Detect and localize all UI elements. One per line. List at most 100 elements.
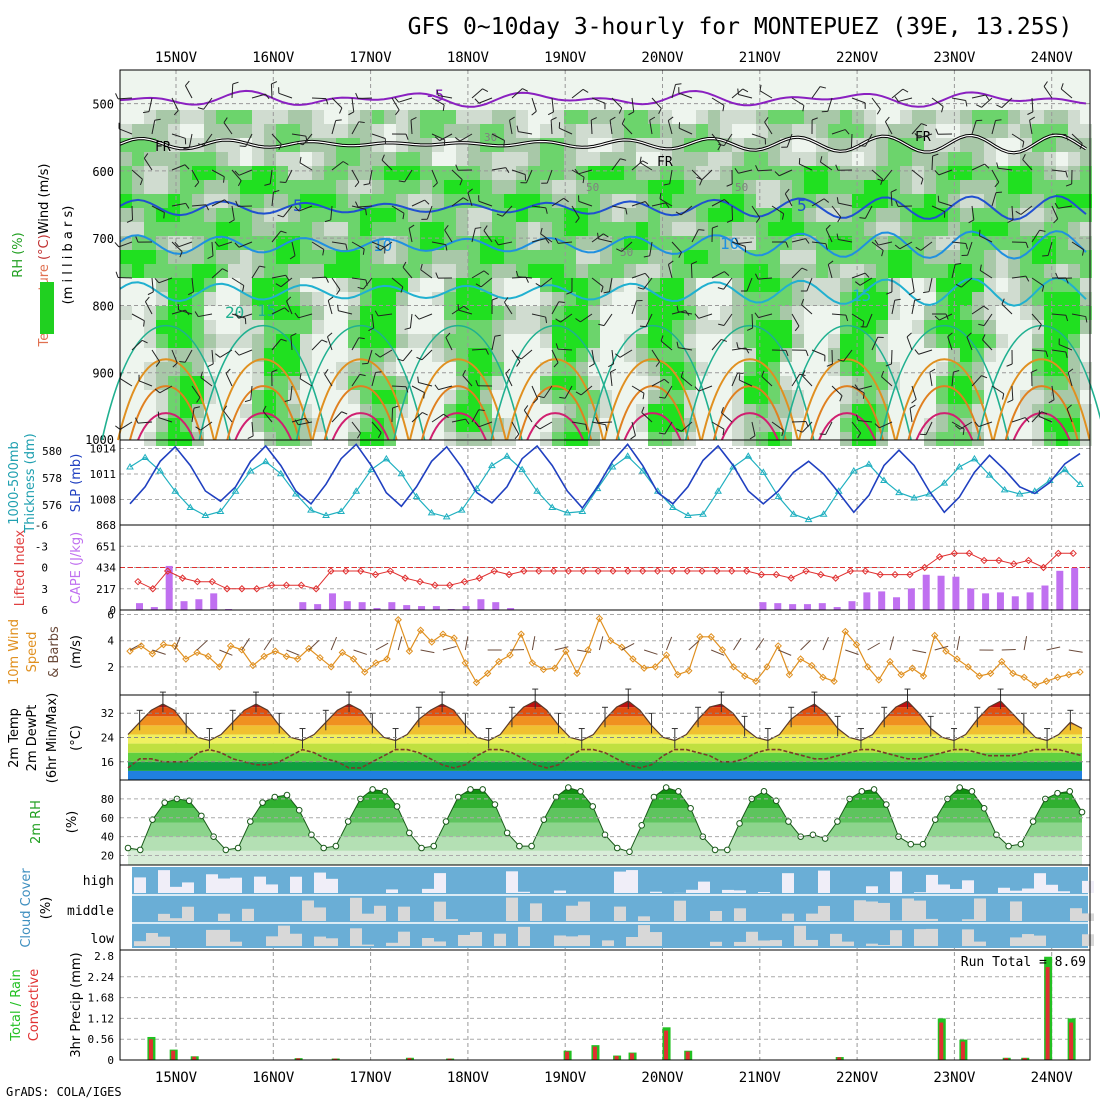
date-label-bottom: 22NOV xyxy=(836,1070,879,1086)
rh-cell xyxy=(372,264,384,278)
rh-cell xyxy=(576,222,588,236)
rh-cell xyxy=(864,152,876,166)
rh-cell xyxy=(648,390,660,404)
wind-speed-point xyxy=(774,642,782,650)
temp-axis-label-3: (6hr Min/Max) xyxy=(45,693,60,783)
wind-barb-flag xyxy=(962,428,965,436)
cloud-axis-label: Cloud Cover xyxy=(19,868,34,948)
wind-speed-point xyxy=(394,616,402,624)
wind-speed-point xyxy=(282,652,291,661)
wind-barb-flag xyxy=(377,432,382,439)
date-label-top: 21NOV xyxy=(739,50,782,66)
wind-barb xyxy=(1038,415,1053,423)
rh-cell xyxy=(480,166,492,180)
rh-cell xyxy=(540,152,552,166)
wind-barb xyxy=(118,128,133,135)
rh-cell xyxy=(360,432,372,446)
wind-barb xyxy=(1011,205,1014,221)
rh-cell xyxy=(972,292,984,306)
rh-cell xyxy=(180,278,192,292)
wind-barb-flag xyxy=(467,188,473,194)
rh-cell xyxy=(348,222,360,236)
rh-cell xyxy=(504,432,516,446)
rh-cell xyxy=(660,334,672,348)
rh-cell xyxy=(360,194,372,208)
wind-barb-flag xyxy=(836,233,839,240)
rh-cell xyxy=(132,166,144,180)
wind-barb-flag xyxy=(885,363,892,367)
rh-cell xyxy=(684,292,696,306)
rh-cell xyxy=(144,110,156,124)
wind-barb-flag xyxy=(1039,229,1046,232)
wind-barb xyxy=(761,376,773,387)
wind-barb-flag xyxy=(505,167,510,174)
rh-point xyxy=(136,846,144,854)
rh-cell xyxy=(240,208,252,222)
rh-cell xyxy=(384,264,396,278)
wind-barb-flag xyxy=(457,304,460,311)
rh-cell xyxy=(1056,306,1068,320)
rh-cell xyxy=(984,264,996,278)
cloud-cover-bar xyxy=(818,870,830,893)
cloud-cover-bar xyxy=(926,918,938,921)
wind-barb xyxy=(866,313,873,328)
wind-barb-flag xyxy=(534,424,541,430)
wind-barb-flag xyxy=(1043,81,1048,87)
wind-barb xyxy=(211,349,214,364)
rh-cell xyxy=(1032,418,1044,432)
li-point xyxy=(965,549,973,558)
rh-cell xyxy=(456,250,468,264)
rh-cell xyxy=(948,250,960,264)
rh-cell xyxy=(852,418,864,432)
wind-barb-flag xyxy=(455,164,459,171)
rh-cell xyxy=(504,180,516,194)
rh-cell xyxy=(1068,404,1080,418)
wind-barb-flag xyxy=(1022,154,1026,160)
thickness-point xyxy=(744,452,753,459)
wind-barb xyxy=(951,372,954,387)
thickness-point xyxy=(457,506,466,513)
wind-barb xyxy=(1051,133,1067,136)
surface-temp-contour xyxy=(603,358,702,441)
wind-barb xyxy=(831,205,842,218)
rh-cell xyxy=(732,222,744,236)
rh-cell xyxy=(1044,306,1056,320)
wind-speed-point xyxy=(461,659,470,667)
wind-barb xyxy=(801,304,813,315)
wind-barb xyxy=(603,313,613,326)
rh-cell xyxy=(156,320,168,334)
wind-barb-flag xyxy=(321,339,328,343)
precip-convective-bar xyxy=(1045,967,1050,1060)
wind-speed-point xyxy=(1020,673,1028,682)
wind-speed-point xyxy=(372,659,380,667)
wind-barb xyxy=(671,84,676,99)
rh-cell xyxy=(576,110,588,124)
rh-cell xyxy=(972,334,984,348)
precip-tick-label: 2.8 xyxy=(94,950,114,963)
rh-cell xyxy=(744,278,756,292)
panel-frame-top xyxy=(119,949,1091,1061)
rh-cell xyxy=(552,110,564,124)
rh-cell xyxy=(312,208,324,222)
wind-barb xyxy=(439,133,453,142)
wind-barb xyxy=(324,373,333,387)
wind-speed-point xyxy=(428,638,436,646)
wind-barb xyxy=(838,202,853,207)
rh-cell xyxy=(312,292,324,306)
rh-cell xyxy=(924,110,936,124)
rh-cell xyxy=(624,110,636,124)
rh-cell xyxy=(276,278,288,292)
li-point xyxy=(831,574,840,582)
page-title: GFS 0~10day 3-hourly for MONTEPUEZ (39E,… xyxy=(408,14,1073,40)
rh-cell xyxy=(852,278,864,292)
wind-barb xyxy=(982,339,993,351)
surface-wind-barb xyxy=(755,638,765,651)
rh-cell xyxy=(744,362,756,376)
wind-barb xyxy=(691,169,703,181)
rh-cell xyxy=(348,180,360,194)
wind-barb xyxy=(418,313,433,320)
rh-point xyxy=(369,786,376,793)
rh-cell xyxy=(180,110,192,124)
wind-barb xyxy=(379,349,393,358)
wind-barb-flag xyxy=(239,145,246,147)
